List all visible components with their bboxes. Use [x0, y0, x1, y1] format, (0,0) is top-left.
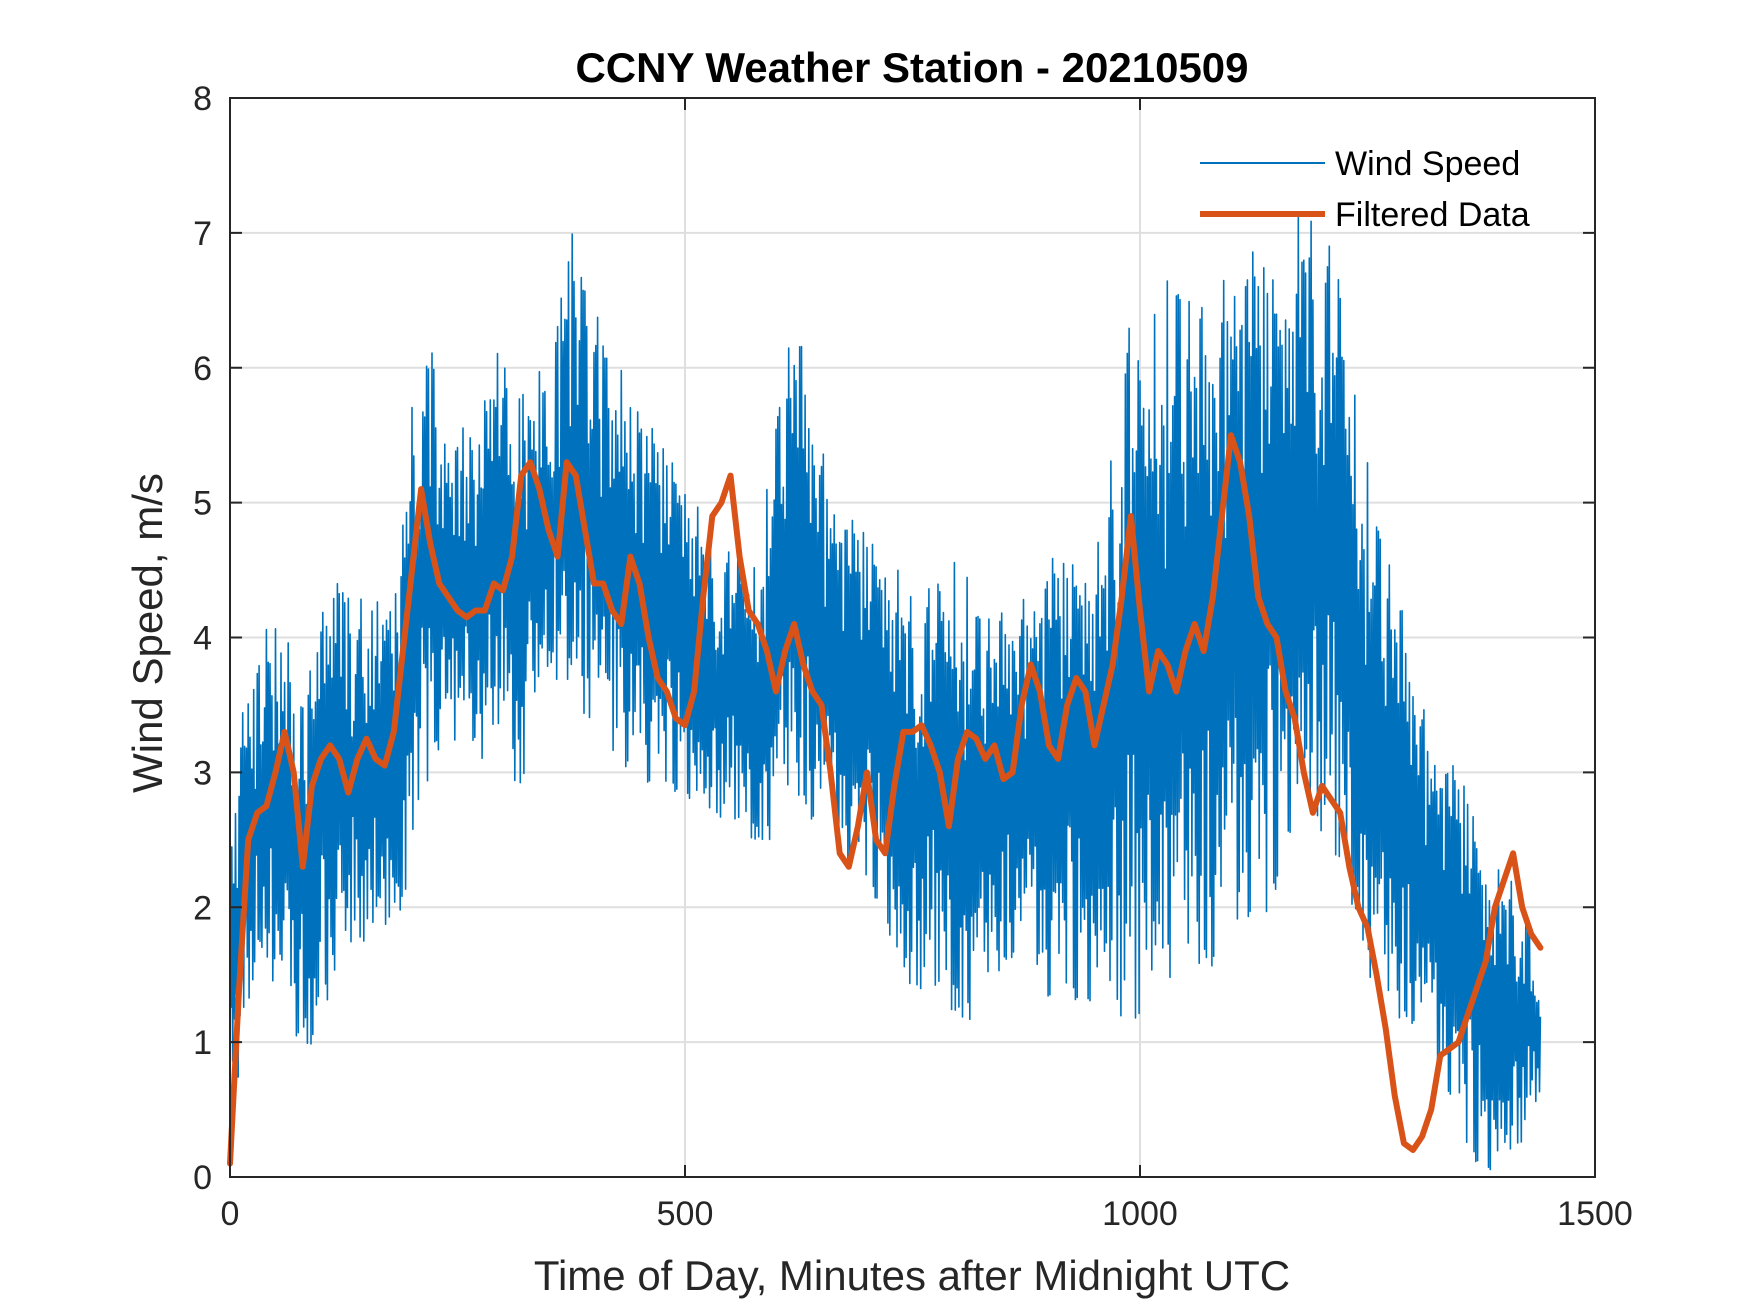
data-series	[227, 216, 1544, 1171]
legend-label-wind-speed: Wind Speed	[1335, 145, 1520, 183]
y-tick-label: 0	[193, 1159, 212, 1197]
x-tick-label: 500	[657, 1195, 714, 1233]
y-tick-label: 5	[193, 485, 212, 523]
legend: Wind Speed Filtered Data	[1200, 145, 1530, 234]
y-tick-label: 7	[193, 215, 212, 253]
series-filtered-data-line	[227, 432, 1544, 1167]
ticks: 0 500 1000 1500 0 1 2 3 4 5 6 7 8	[193, 80, 1633, 1233]
y-tick-label: 8	[193, 80, 212, 118]
y-tick-label: 1	[193, 1024, 212, 1062]
y-tick-label: 2	[193, 889, 212, 927]
series-wind-speed-line	[229, 216, 1542, 1171]
chart-title: CCNY Weather Station - 20210509	[575, 44, 1248, 91]
legend-label-filtered-data: Filtered Data	[1335, 196, 1530, 234]
x-axis-label: Time of Day, Minutes after Midnight UTC	[534, 1252, 1290, 1299]
y-axis-label: Wind Speed, m/s	[124, 473, 171, 793]
x-tick-label: 0	[221, 1195, 240, 1233]
x-tick-label: 1000	[1102, 1195, 1178, 1233]
y-tick-label: 3	[193, 754, 212, 792]
y-tick-label: 6	[193, 350, 212, 388]
y-tick-label: 4	[193, 620, 212, 658]
x-tick-label: 1500	[1557, 1195, 1633, 1233]
